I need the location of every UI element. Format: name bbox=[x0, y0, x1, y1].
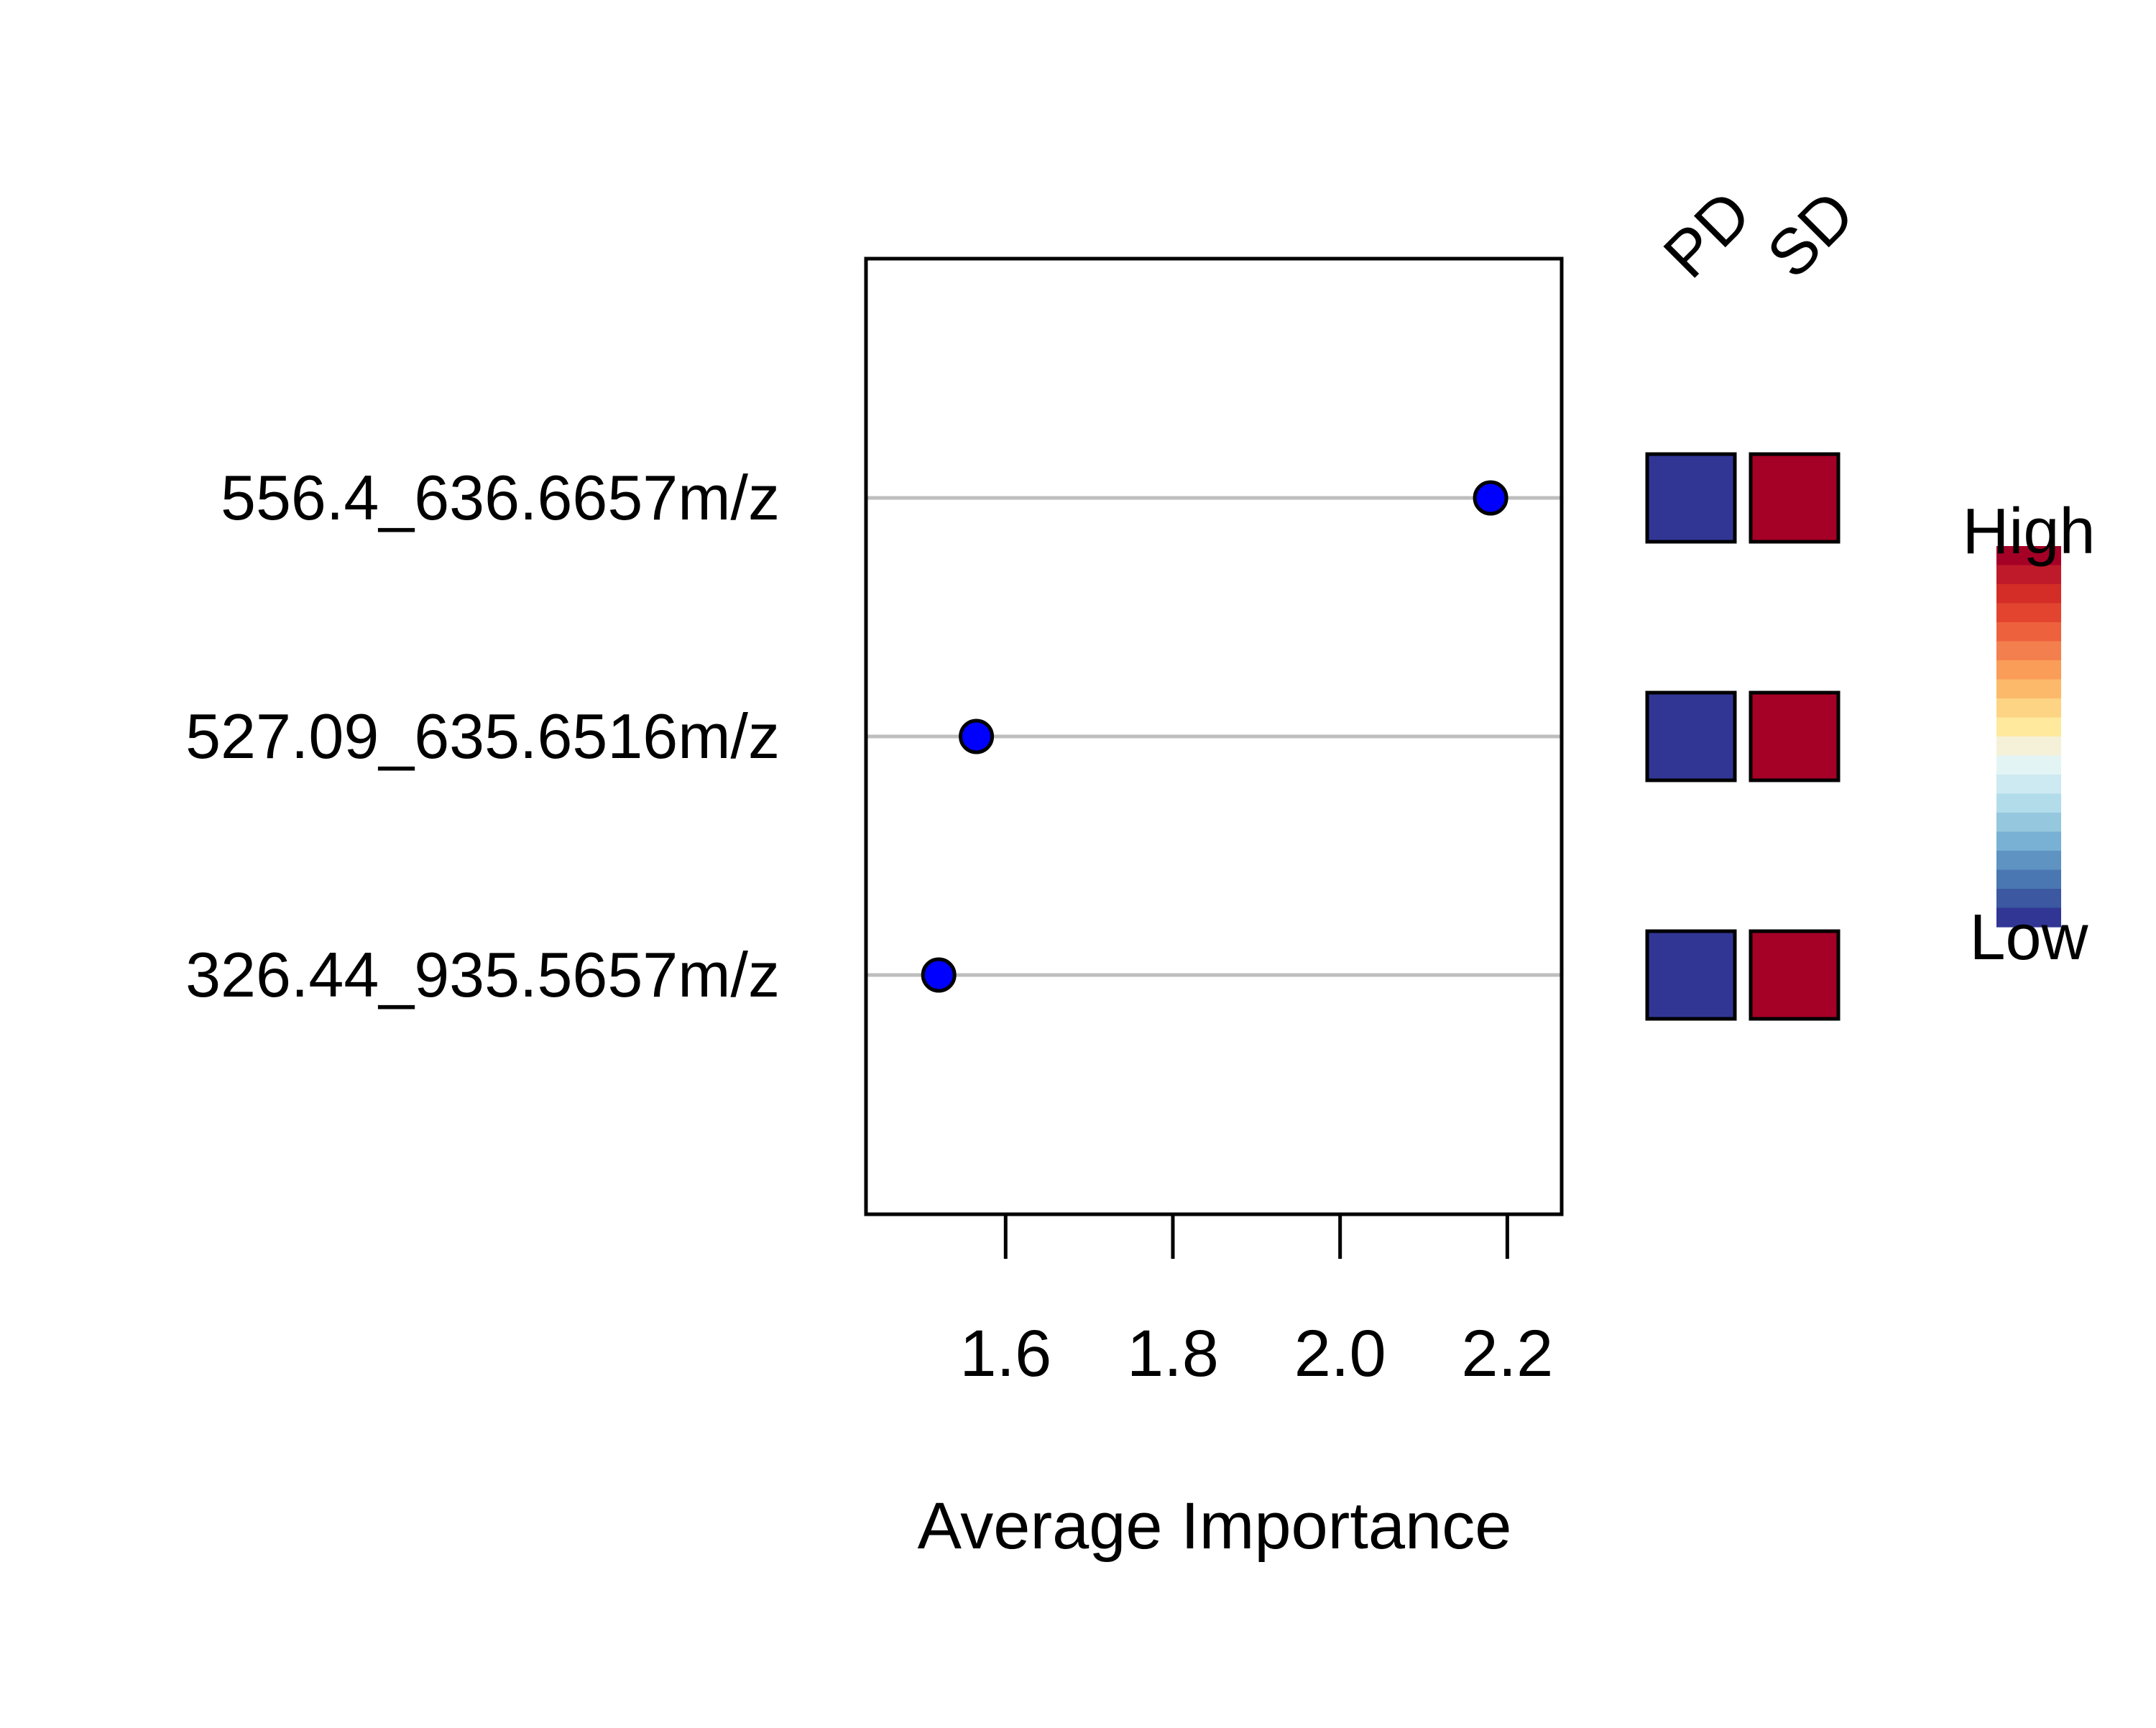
colorbar-swatch bbox=[1996, 869, 2061, 890]
colorbar-swatch bbox=[1996, 698, 2061, 719]
y-axis-labels: 556.4_636.6657m/z 527.09_635.6516m/z 326.4… bbox=[185, 462, 780, 1010]
colorbar-high-label: High bbox=[1962, 496, 2095, 568]
colorbar-swatch bbox=[1996, 831, 2061, 851]
y-tick-label: 527.09_635.6516m/z bbox=[185, 701, 780, 772]
colorbar-swatch bbox=[1996, 775, 2061, 795]
x-tick-label: 1.6 bbox=[959, 1317, 1051, 1390]
heatmap-column-label: SD bbox=[1754, 177, 1868, 292]
heatmap-cell bbox=[1645, 452, 1737, 544]
colorbar-swatch bbox=[1996, 755, 2061, 775]
data-points bbox=[921, 480, 1508, 993]
colorbar-swatch bbox=[1996, 641, 2061, 661]
colorbar-swatch bbox=[1996, 813, 2061, 833]
x-axis: 1.6 1.8 2.0 2.2 bbox=[959, 1214, 1553, 1390]
colorbar-swatch bbox=[1996, 907, 2061, 928]
colorbar-swatch bbox=[1996, 584, 2061, 604]
x-tick-label: 1.8 bbox=[1127, 1317, 1219, 1390]
colorbar-swatch bbox=[1996, 660, 2061, 680]
colorbar-swatch bbox=[1996, 565, 2061, 585]
heatmap-cell bbox=[1645, 690, 1737, 782]
colorbar-swatch bbox=[1996, 622, 2061, 642]
colorbar-swatch bbox=[1996, 889, 2061, 909]
heatmap-column-label: PD bbox=[1650, 177, 1764, 292]
data-point bbox=[959, 719, 995, 754]
y-tick-label: 556.4_636.6657m/z bbox=[221, 462, 780, 533]
colorbar-swatch bbox=[1996, 717, 2061, 737]
colorbar-swatch bbox=[1996, 851, 2061, 871]
colorbar-swatch bbox=[1996, 793, 2061, 813]
x-tick-label: 2.2 bbox=[1461, 1317, 1553, 1390]
colorbar-low-label: Low bbox=[1969, 902, 2088, 974]
colorbar-swatch bbox=[1996, 679, 2061, 699]
heatmap-cell bbox=[1749, 929, 1841, 1021]
data-point bbox=[921, 957, 957, 993]
colorbar-swatch bbox=[1996, 603, 2061, 623]
colorbar-swatch bbox=[1996, 736, 2061, 757]
heatmap-cell bbox=[1645, 929, 1737, 1021]
colorbar: High Low bbox=[1962, 496, 2095, 974]
x-tick-label: 2.0 bbox=[1294, 1317, 1386, 1390]
data-point bbox=[1473, 480, 1508, 516]
x-axis-title: Average Importance bbox=[918, 1489, 1512, 1563]
heatmap-cell bbox=[1749, 452, 1841, 544]
colorbar-swatch bbox=[1996, 546, 2061, 566]
y-tick-label: 326.44_935.5657m/z bbox=[185, 939, 780, 1010]
heatmap-cell bbox=[1749, 690, 1841, 782]
plot-frame bbox=[864, 257, 1564, 1216]
